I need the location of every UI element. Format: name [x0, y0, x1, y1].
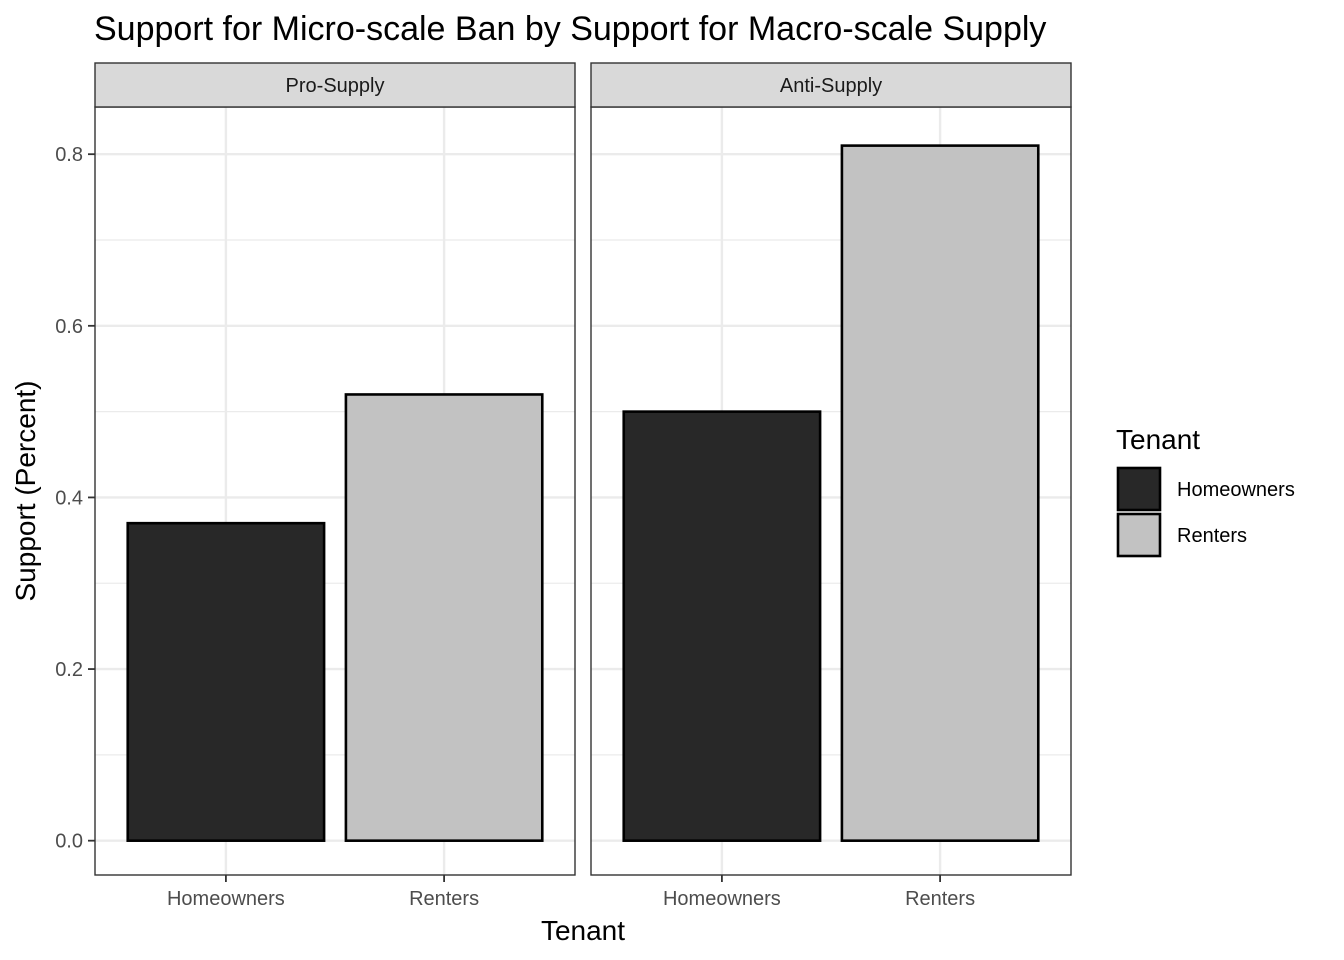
facet-strip-label: Anti-Supply [780, 75, 882, 97]
x-tick-label: Renters [905, 888, 975, 910]
facet-panels: Pro-Supply Homeowners Renters 0.0 0.2 0.4 0.6 0… [55, 62, 1072, 910]
x-tick-label: Renters [409, 888, 479, 910]
bar-pro-supply-homeowners [126, 521, 326, 842]
x-tick-label: Homeowners [167, 888, 285, 910]
facet-strip [94, 62, 576, 108]
legend-label-renters: Renters [1177, 525, 1247, 547]
legend-key-homeowners [1116, 466, 1162, 512]
y-tick-label: 0.4 [55, 487, 83, 509]
facet-strip [590, 62, 1072, 108]
legend-label-homeowners: Homeowners [1177, 479, 1295, 501]
x-axis-title: Tenant [541, 915, 625, 946]
y-tick-label: 0.0 [55, 831, 83, 853]
y-tick-label: 0.6 [55, 316, 83, 338]
chart-title: Support for Micro-scale Ban by Support f… [94, 10, 1046, 48]
y-axis-title: Support (Percent) [10, 381, 41, 602]
bar-anti-supply-homeowners [622, 410, 822, 842]
facet-strip-label: Pro-Supply [286, 75, 385, 97]
legend-title: Tenant [1116, 424, 1200, 455]
bar-anti-supply-renters [840, 144, 1040, 842]
legend: Tenant Homeowners Renters [1116, 424, 1295, 558]
facet-panel-pro-supply: Pro-Supply Homeowners Renters 0.0 0.2 0.4 0.6 0… [55, 62, 576, 910]
facet-panel-anti-supply: Anti-Supply Homeowners Renters [590, 62, 1072, 910]
y-tick-label: 0.2 [55, 659, 83, 681]
bar-pro-supply-renters [344, 393, 544, 842]
y-tick-label: 0.8 [55, 144, 83, 166]
legend-key-renters [1116, 512, 1162, 558]
x-tick-label: Homeowners [663, 888, 781, 910]
